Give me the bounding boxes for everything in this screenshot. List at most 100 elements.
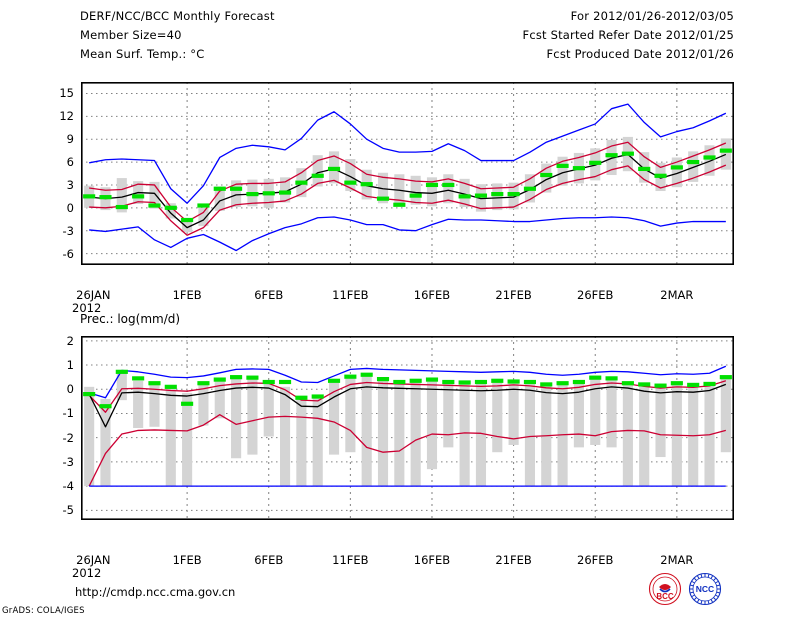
x-tick-label: 16FEB: [413, 553, 451, 567]
spread-bar: [394, 174, 405, 204]
x-tick-label: 11FEB: [332, 288, 369, 302]
x-tick-label: 16FEB: [413, 288, 451, 302]
spread-bar: [606, 139, 617, 176]
ncc-logo-graphic: NCC: [688, 572, 722, 606]
y-tick-label: 15: [59, 86, 74, 101]
spread-bar: [214, 380, 225, 419]
x-tick-label: 26JAN: [76, 553, 111, 567]
series-ensemble-mean: [88, 383, 727, 428]
y-tick-label: 0: [66, 200, 74, 215]
y-tick-label: -4: [62, 479, 74, 494]
spread-bar: [84, 386, 95, 487]
spread-bar: [149, 384, 160, 427]
spread-bar: [280, 386, 291, 487]
spread-bar: [475, 184, 487, 212]
spread-bar: [426, 177, 438, 207]
spread-bar: [133, 380, 144, 428]
spread-bar: [263, 383, 274, 437]
spread-bar: [426, 380, 438, 470]
logo-tick: [710, 575, 713, 579]
plot-frame: [80, 81, 735, 266]
y-tick-label: 6: [66, 155, 74, 170]
plot-frame: [80, 335, 735, 521]
spread-bar: [312, 397, 323, 487]
x-tick-label: 2MAR: [660, 553, 694, 567]
spread-bar: [377, 172, 389, 204]
source-url[interactable]: http://cmdp.ncc.cma.gov.cn: [75, 585, 236, 599]
precipitation-x-axis: 26JAN 1FEB 6FEB 11FEB 16FEB 21FEB 26FEB 2MAR: [76, 553, 734, 583]
y-tick-label: -3: [62, 454, 74, 469]
logo-outer-ring: [688, 572, 722, 606]
spread-bar: [116, 178, 127, 213]
logo-swirl-blue: [659, 588, 671, 593]
x-tick-label: 1FEB: [172, 288, 202, 302]
ncc-logo: NCC: [688, 572, 722, 606]
y-tick-label: 3: [66, 177, 74, 192]
grads-credit: GrADS: COLA/IGES: [2, 606, 85, 616]
spread-bar: [182, 392, 193, 487]
spread-bar: [655, 386, 666, 458]
logo-tick: [694, 578, 697, 581]
spread-bar: [573, 382, 584, 448]
spread-bar: [720, 378, 731, 453]
precipitation-title: Prec.: log(mm/d): [80, 312, 181, 326]
logo-tick: [713, 597, 716, 600]
forecast-title: DERF/NCC/BCC Monthly Forecast: [80, 9, 275, 23]
logo-tick: [691, 594, 695, 597]
refer-date: Fcst Started Refer Date 2012/01/25: [522, 28, 734, 42]
spread-bar: [377, 380, 389, 487]
logo-tick: [694, 597, 697, 600]
series-upper-quartile: [88, 380, 727, 413]
spread-bar: [214, 186, 225, 211]
forecast-period: For 2012/01/26-2012/03/05: [570, 9, 734, 23]
spread-bar: [345, 159, 356, 192]
member-size: Member Size=40: [80, 28, 182, 42]
x-tick-label: 26JAN: [76, 288, 111, 302]
logo-text: BCC: [656, 592, 674, 601]
spread-bar: [492, 183, 503, 211]
spread-bar: [296, 396, 307, 487]
spread-bar: [165, 388, 176, 487]
header-left-block: DERF/NCC/BCC Monthly Forecast Member Siz…: [80, 9, 275, 66]
spread-bar: [475, 382, 487, 487]
logo-tick: [700, 600, 703, 604]
series-climate: [83, 148, 732, 223]
spread-bar: [508, 382, 519, 445]
x-tick-label: 26FEB: [577, 288, 614, 302]
x-tick-label: 21FEB: [495, 288, 532, 302]
temperature-year-label: 2012: [72, 301, 102, 315]
temperature-y-axis: 15 12 9 6 3 0 -3 -6: [40, 82, 74, 265]
spread-bar: [345, 377, 356, 453]
logo-tick: [716, 584, 720, 587]
series-min: [89, 216, 726, 252]
y-tick-label: 2: [66, 333, 74, 348]
spread-bar: [231, 180, 242, 208]
spread-bar: [394, 382, 405, 487]
y-tick-label: -6: [62, 246, 74, 261]
spread-bar: [231, 378, 242, 459]
variable-label: Mean Surf. Temp.: °C: [80, 47, 205, 61]
precipitation-y-axis: 2 1 0 -1 -2 -3 -4 -5: [40, 333, 74, 520]
spread-bar: [459, 383, 470, 487]
logo-tick: [690, 584, 694, 587]
x-tick-label: 1FEB: [172, 553, 202, 567]
x-tick-label: 26FEB: [577, 553, 614, 567]
precipitation-plot: [80, 335, 735, 521]
spread-bar: [100, 398, 111, 487]
x-tick-label: 6FEB: [254, 553, 284, 567]
x-tick-label: 21FEB: [495, 553, 532, 567]
logo-tick: [715, 594, 719, 597]
precipitation-year-label: 2012: [72, 566, 102, 580]
logo-swirl: [659, 584, 671, 590]
x-tick-label: 6FEB: [254, 288, 284, 302]
logo-tick: [715, 581, 719, 584]
y-tick-label: 12: [59, 109, 74, 124]
series-upper-quartile: [89, 141, 727, 223]
spread-bar: [198, 384, 209, 426]
y-tick-label: -1: [62, 406, 74, 421]
logo-tick: [707, 574, 710, 578]
logo-text: NCC: [696, 584, 714, 594]
spread-bar: [443, 174, 454, 204]
x-tick-label: 11FEB: [332, 553, 369, 567]
spread-bar: [704, 145, 715, 176]
